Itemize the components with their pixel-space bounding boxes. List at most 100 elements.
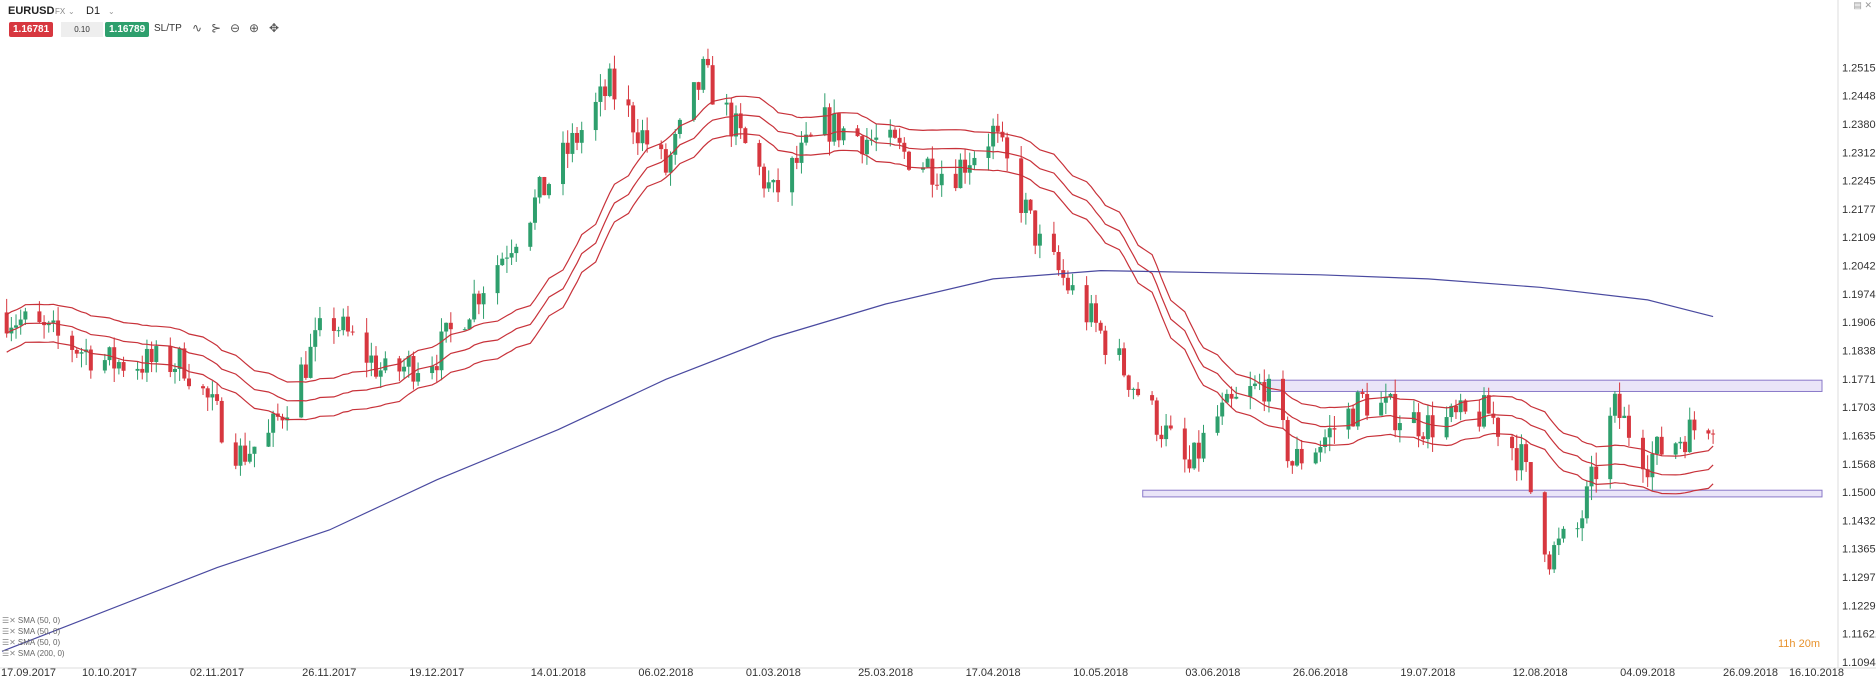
candle-body <box>546 184 551 196</box>
candle-body <box>1201 432 1206 459</box>
candle-body <box>953 173 958 189</box>
candle <box>88 345 93 379</box>
candle <box>1019 146 1024 223</box>
candle-body <box>790 157 795 193</box>
candle <box>1192 442 1197 470</box>
date-tick-label: 10.10.2017 <box>82 667 137 679</box>
zoom-in-icon[interactable]: ⊕ <box>248 21 260 35</box>
candle <box>500 252 505 267</box>
candle <box>869 129 874 146</box>
bid-price-button[interactable]: 1.16781 <box>9 22 54 37</box>
candle <box>1622 406 1627 419</box>
price-tick-label: 1.10944 <box>1842 657 1876 669</box>
candle-body <box>635 132 640 144</box>
close-icon[interactable]: ✕ <box>1864 0 1872 10</box>
candle <box>1164 414 1169 447</box>
candle-body <box>172 368 177 372</box>
candle-body <box>500 258 505 266</box>
candle <box>271 410 276 447</box>
timeframe-label[interactable]: D1 <box>86 5 101 17</box>
candle-body <box>1051 233 1056 252</box>
candle <box>430 356 435 380</box>
candle-body <box>593 101 598 131</box>
minimize-icon[interactable]: ▤ <box>1853 0 1862 10</box>
candle-body <box>369 355 374 363</box>
candle-body <box>1425 415 1430 440</box>
candle <box>1070 273 1075 295</box>
candle-body <box>1351 408 1356 427</box>
indicator-legend-item[interactable]: ☰✕ SMA (200, 0) <box>2 648 65 659</box>
sltp-button[interactable]: SL/TP <box>154 23 182 34</box>
menu-icon[interactable]: ☰✕ <box>2 638 16 647</box>
candle <box>1056 245 1061 276</box>
candle-body <box>1453 405 1458 413</box>
spread-value: 0.10 <box>61 22 103 37</box>
symbol-label[interactable]: EURUSD <box>8 5 55 17</box>
candle-body <box>986 146 991 158</box>
candle-body <box>1266 378 1271 402</box>
candle-body <box>266 432 271 447</box>
candle <box>369 342 374 377</box>
candle <box>1318 440 1323 462</box>
candle <box>1561 526 1566 543</box>
candle <box>402 358 407 379</box>
candle <box>1290 460 1295 474</box>
candle <box>565 130 570 168</box>
candle <box>434 354 439 383</box>
menu-icon[interactable]: ☰✕ <box>2 616 16 625</box>
candle <box>215 383 220 405</box>
candle-body <box>757 143 762 167</box>
candle-body <box>743 128 748 144</box>
candle-body <box>1323 437 1328 448</box>
candle-body <box>1678 441 1683 444</box>
candle-body <box>874 137 879 140</box>
candle <box>1154 397 1159 442</box>
indicator-legend-item[interactable]: ☰✕ SMA (50, 0) <box>2 626 65 637</box>
candle <box>1608 407 1613 489</box>
menu-icon[interactable]: ☰✕ <box>2 649 16 658</box>
candle-body <box>939 173 944 186</box>
indicators-icon[interactable]: ⊱ <box>210 21 222 35</box>
candle <box>1514 434 1519 481</box>
indicator-legend-item[interactable]: ☰✕ SMA (50, 0) <box>2 637 65 648</box>
time-axis[interactable]: 17.09.2017 10.10.2017 02.11.2017 26.11.2017… <box>1 667 1844 679</box>
candle <box>1313 448 1318 465</box>
candle <box>612 55 617 110</box>
ask-price-button[interactable]: 1.16789 <box>105 22 150 37</box>
candle <box>1103 325 1108 365</box>
symbol-type-label: FX <box>55 7 66 16</box>
candle <box>542 176 547 196</box>
date-tick-label: 17.09.2017 <box>1 667 56 679</box>
candle <box>1037 224 1042 259</box>
candle <box>705 48 710 68</box>
candle <box>1556 527 1561 556</box>
candle <box>1645 455 1650 488</box>
candle <box>444 322 449 343</box>
candle <box>1612 391 1617 423</box>
date-tick-label: 14.01.2018 <box>531 667 586 679</box>
symbol-dropdown-icon[interactable]: ⌄ <box>68 7 75 16</box>
candle <box>1351 404 1356 427</box>
candle-body <box>121 362 126 371</box>
candle-body <box>663 149 668 173</box>
timeframe-dropdown-icon[interactable]: ⌄ <box>108 7 115 16</box>
zoom-out-icon[interactable]: ⊖ <box>229 21 241 35</box>
candle <box>1477 399 1482 432</box>
candle-body <box>205 388 210 398</box>
candle <box>168 337 173 378</box>
indicator-legend-item[interactable]: ☰✕ SMA (50, 0) <box>2 615 65 626</box>
candle <box>771 179 776 193</box>
candle <box>345 305 350 337</box>
candle-body <box>1122 348 1127 376</box>
candle <box>603 79 608 111</box>
candle-body <box>561 142 566 185</box>
candle <box>313 317 318 362</box>
candle-body <box>1248 386 1253 397</box>
menu-icon[interactable]: ☰✕ <box>2 627 16 636</box>
line-chart-icon[interactable]: ∿ <box>191 21 203 35</box>
price-tick-label: 1.20420 <box>1842 261 1876 273</box>
candle <box>1706 428 1711 440</box>
crosshair-icon[interactable]: ✥ <box>268 21 280 35</box>
